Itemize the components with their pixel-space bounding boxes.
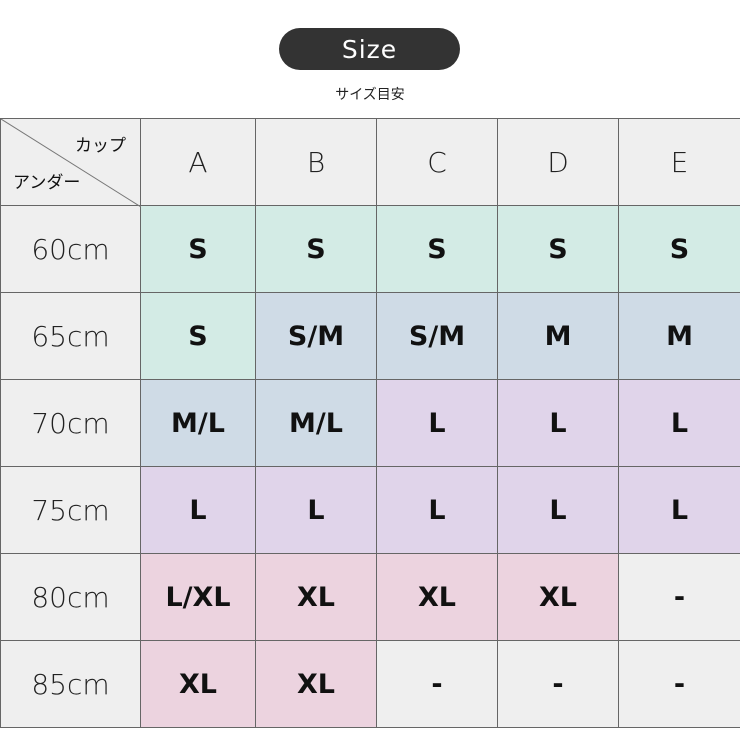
corner-cell: カップ アンダー [0, 118, 141, 207]
size-cell: L/XL [140, 553, 256, 641]
size-cell: S/M [376, 292, 498, 380]
size-cell: S [140, 205, 256, 293]
column-header: D [497, 118, 619, 206]
size-cell: L [255, 466, 377, 554]
size-cell: XL [255, 553, 377, 641]
size-cell: L [618, 379, 740, 467]
diagonal-divider [1, 119, 141, 207]
row-header: 85cm [0, 640, 141, 728]
row-header: 80cm [0, 553, 141, 641]
row-header: 65cm [0, 292, 141, 380]
column-header: B [255, 118, 377, 206]
size-cell: - [376, 640, 498, 728]
size-cell: XL [140, 640, 256, 728]
size-cell: L [497, 379, 619, 467]
column-header: E [618, 118, 740, 206]
table-row: 80cm L/XL XL XL XL - [0, 553, 740, 641]
size-cell: L [497, 466, 619, 554]
size-cell: S/M [255, 292, 377, 380]
under-label: アンダー [13, 173, 81, 193]
size-cell: S [140, 292, 256, 380]
size-cell: XL [376, 553, 498, 641]
table-row: 75cm L L L L L [0, 466, 740, 554]
header-row: カップ アンダー A B C D E [0, 118, 740, 207]
column-header: A [140, 118, 256, 206]
size-cell: L [376, 466, 498, 554]
size-cell: M [618, 292, 740, 380]
column-header: C [376, 118, 498, 206]
size-cell: L [140, 466, 256, 554]
size-cell: - [618, 640, 740, 728]
size-title-badge: Size [279, 28, 460, 70]
size-cell: S [497, 205, 619, 293]
size-chart-table: カップ アンダー A B C D E 60cm S S S S S 65cm S S/M S/M M… [0, 118, 740, 728]
row-header: 75cm [0, 466, 141, 554]
size-cell: S [255, 205, 377, 293]
size-cell: L [618, 466, 740, 554]
table-row: 65cm S S/M S/M M M [0, 292, 740, 380]
size-cell: M/L [255, 379, 377, 467]
size-cell: - [497, 640, 619, 728]
table-row: 60cm S S S S S [0, 205, 740, 293]
size-cell: M/L [140, 379, 256, 467]
table-row: 85cm XL XL - - - [0, 640, 740, 728]
cup-label: カップ [75, 136, 126, 156]
size-cell: L [376, 379, 498, 467]
row-header: 70cm [0, 379, 141, 467]
size-cell: M [497, 292, 619, 380]
row-header: 60cm [0, 205, 141, 293]
subtitle: サイズ目安 [335, 87, 405, 103]
size-cell: S [618, 205, 740, 293]
size-cell: S [376, 205, 498, 293]
size-cell: XL [255, 640, 377, 728]
size-cell: XL [497, 553, 619, 641]
size-cell: - [618, 553, 740, 641]
table-row: 70cm M/L M/L L L L [0, 379, 740, 467]
